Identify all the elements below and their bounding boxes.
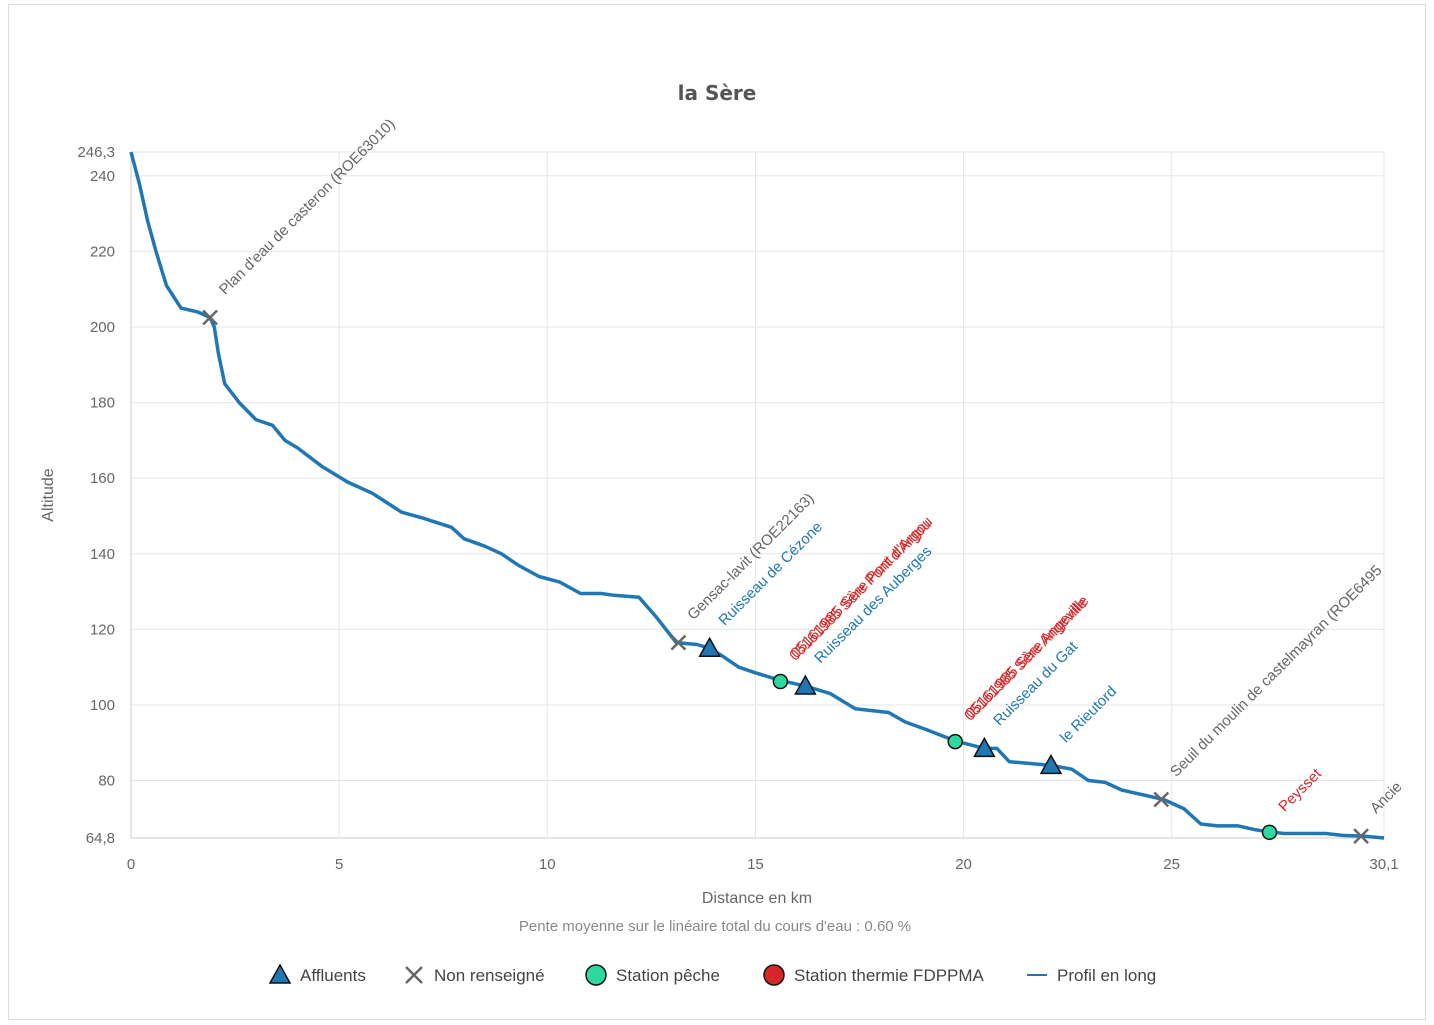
x-tick-label: 30,1 <box>1369 856 1398 873</box>
x-tick-label: 25 <box>1163 856 1180 873</box>
annotation-label: Seuil du moulin de castelmayran (ROE6495 <box>1167 562 1385 780</box>
annotation-label: Peysset <box>1275 765 1325 815</box>
x-tick-label: 10 <box>539 856 556 873</box>
legend-label: Affluents <box>300 966 366 985</box>
x-tick-label: 20 <box>955 856 972 873</box>
y-tick-label: 180 <box>90 395 115 412</box>
y-tick-label: 64,8 <box>86 830 115 847</box>
chart-title: la Sère <box>678 81 757 105</box>
marker-circle <box>1261 824 1278 841</box>
legend-label: Station thermie FDPPMA <box>794 966 985 985</box>
x-axis-ticks: 0 5 10 15 20 25 30,1 <box>127 856 1399 873</box>
annotations-layer: Plan d'eau de casteron (ROE63010)Gensac-… <box>216 116 1406 817</box>
y-tick-label: 140 <box>90 546 115 563</box>
legend-cross-icon <box>405 966 423 984</box>
x-tick-label: 0 <box>127 856 135 873</box>
y-tick-label: 160 <box>90 470 115 487</box>
marker-circle <box>947 733 963 750</box>
marker-circle <box>772 673 789 690</box>
marker-triangle <box>973 736 996 758</box>
annotation-label: Plan d'eau de casteron (ROE63010) <box>216 116 399 299</box>
y-tick-label: 246,3 <box>77 144 115 161</box>
chart-frame <box>8 4 1426 1020</box>
marker-cross <box>1353 828 1369 844</box>
legend-label: Station pêche <box>616 966 720 985</box>
annotation-label: Ancie <box>1367 778 1406 817</box>
legend-label: Profil en long <box>1057 966 1156 985</box>
y-tick-label: 100 <box>90 697 115 714</box>
annotation-label: Ruisseau des Auberges <box>811 543 935 667</box>
annotation-label: le Rieutord <box>1057 683 1120 746</box>
legend-triangle-icon <box>268 963 292 984</box>
series-line-profil-en-long <box>129 151 1385 840</box>
chart-subtitle: Pente moyenne sur le linéaire total du c… <box>519 918 911 935</box>
series-layer <box>129 151 1385 840</box>
grid <box>130 151 1385 839</box>
marker-triangle <box>794 674 817 695</box>
markers-layer <box>202 309 1369 844</box>
y-tick-label: 80 <box>98 773 115 790</box>
marker-cross <box>1153 791 1170 808</box>
x-tick-label: 5 <box>335 856 343 873</box>
y-tick-label: 240 <box>90 168 115 185</box>
marker-cross <box>202 309 218 326</box>
y-tick-label: 220 <box>90 243 115 260</box>
marker-triangle <box>698 636 721 658</box>
y-axis-title: Altitude <box>40 468 57 521</box>
legend: Affluents Non renseigné Station pêche Stati… <box>268 963 1156 986</box>
marker-cross <box>670 634 687 651</box>
x-axis-title: Distance en km <box>702 890 812 907</box>
x-tick-label: 15 <box>747 856 764 873</box>
marker-triangle <box>1039 753 1063 775</box>
y-tick-label: 200 <box>90 319 115 336</box>
legend-label: Non renseigné <box>434 966 545 985</box>
y-tick-label: 120 <box>90 621 115 638</box>
legend-circle-icon <box>585 964 607 986</box>
legend-circle-icon <box>763 964 785 986</box>
y-axis-ticks: 64,8 80 100 120 140 160 180 200 220 240 246,3 <box>77 144 115 847</box>
